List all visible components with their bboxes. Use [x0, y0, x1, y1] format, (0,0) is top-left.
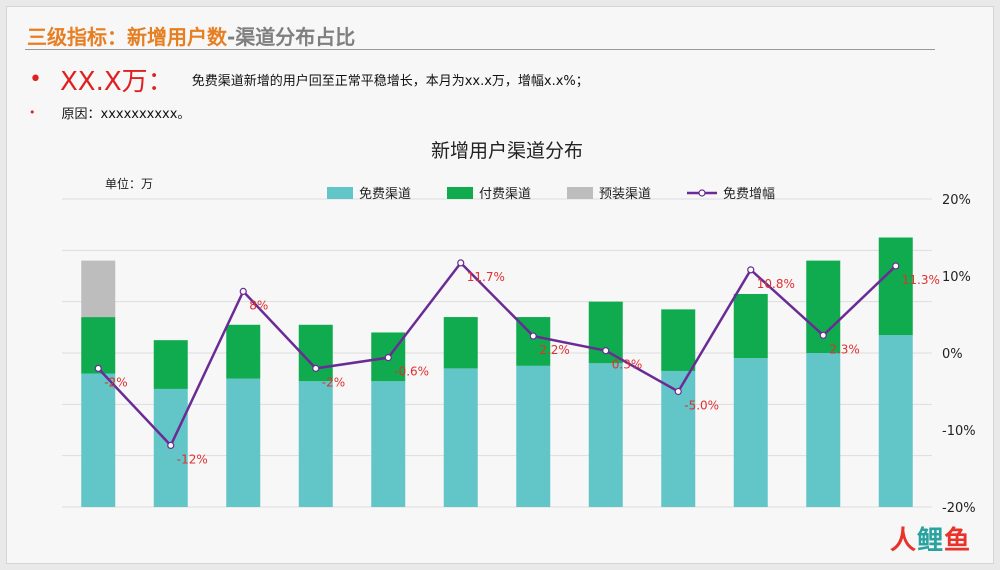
bar-free	[733, 358, 768, 507]
growth-data-label: 0.3%	[612, 358, 643, 372]
growth-point	[94, 364, 102, 372]
growth-point	[529, 332, 537, 340]
bar-paid	[733, 293, 768, 359]
growth-data-label: 8%	[249, 298, 268, 312]
bullet-dot-small-icon: •	[29, 106, 36, 119]
bar-free	[443, 368, 478, 507]
growth-data-label: -2%	[322, 375, 345, 389]
growth-point	[312, 364, 320, 372]
growth-data-label: -12%	[177, 452, 208, 466]
growth-point	[602, 347, 610, 355]
legend-label: 免费增幅	[723, 187, 775, 202]
right-axis-tick-label: 20%	[942, 193, 971, 208]
bar-paid	[443, 317, 478, 369]
legend-label: 免费渠道	[359, 187, 411, 202]
legend-label: 付费渠道	[479, 187, 531, 202]
right-axis-tick-label: -20%	[942, 501, 976, 516]
title-divider	[25, 49, 935, 50]
growth-data-label: 11.7%	[467, 270, 505, 284]
growth-point	[674, 387, 682, 396]
bar-free	[371, 381, 406, 507]
growth-point	[167, 441, 175, 449]
bar-free	[806, 353, 841, 507]
legend-swatch	[327, 187, 353, 199]
reason-bullet: • 原因：xxxxxxxxxx。	[29, 103, 190, 122]
growth-point	[892, 262, 900, 270]
growth-line	[97, 261, 897, 448]
bar-free	[81, 373, 116, 507]
growth-data-label: 10.8%	[757, 277, 795, 291]
headline-number: XX.X万：	[59, 66, 174, 97]
bar-paid	[298, 324, 333, 382]
growth-data-label: 2.2%	[539, 343, 570, 357]
right-axis-tick-label: -10%	[942, 424, 976, 439]
growth-point	[819, 331, 827, 339]
summary-text: 免费渠道新增的用户回至正常平稳增长，本月为xx.x万，增幅x.x%；	[191, 73, 589, 89]
bar-paid	[661, 309, 696, 371]
growth-data-label: -0.6%	[394, 365, 429, 379]
summary-bullet: • XX.X万： 免费渠道新增的用户回至正常平稳增长，本月为xx.x万，增幅x.…	[29, 61, 589, 97]
legend-label: 预装渠道	[599, 187, 651, 202]
growth-point	[239, 287, 247, 295]
bar-paid	[226, 324, 261, 379]
right-axis-tick-label: 10%	[942, 270, 971, 285]
bar-paid	[153, 340, 188, 389]
bar-paid	[81, 317, 116, 374]
growth-data-label: 2.3%	[829, 342, 860, 356]
bar-preinstall	[81, 260, 116, 318]
growth-data-label: -2%	[104, 375, 127, 389]
legend-swatch	[567, 187, 593, 199]
growth-point	[747, 266, 755, 274]
bar-free	[516, 365, 551, 507]
page-title: 三级指标：新增用户数-渠道分布占比	[27, 25, 356, 49]
legend-swatch	[447, 187, 473, 199]
bar-paid	[806, 260, 841, 353]
watermark-logo: 人鲤鱼	[889, 526, 971, 556]
reason-text: 原因：xxxxxxxxxx。	[61, 107, 191, 122]
slide: 三级指标：新增用户数-渠道分布占比 • XX.X万： 免费渠道新增的用户回至正常…	[6, 6, 994, 564]
bar-free	[588, 363, 623, 507]
right-axis-tick-label: 0%	[942, 347, 963, 362]
bar-free	[878, 335, 913, 507]
bar-free	[226, 378, 261, 507]
bullet-dot-icon: •	[29, 66, 42, 92]
growth-data-label: 11.3%	[902, 273, 940, 287]
growth-point	[384, 354, 392, 362]
unit-label: 单位：万	[105, 176, 153, 191]
bar-paid	[878, 237, 913, 336]
growth-data-label: -5.0%	[684, 399, 719, 413]
legend-marker	[698, 189, 706, 197]
chart-title: 新增用户渠道分布	[431, 140, 583, 162]
bar-free	[298, 381, 333, 507]
growth-point	[457, 259, 465, 267]
